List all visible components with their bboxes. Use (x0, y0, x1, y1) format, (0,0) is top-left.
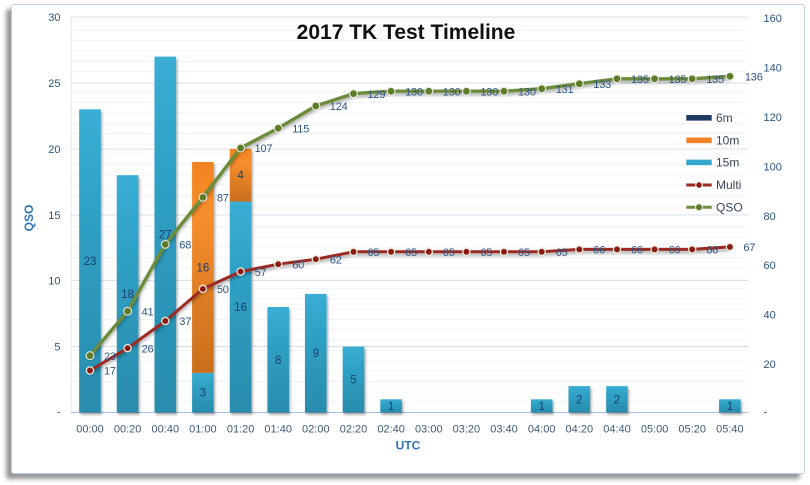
svg-text:65: 65 (368, 247, 380, 259)
svg-text:4: 4 (237, 170, 244, 182)
svg-text:10m: 10m (716, 134, 739, 148)
svg-text:05:20: 05:20 (678, 424, 706, 436)
svg-text:20: 20 (764, 359, 776, 371)
svg-text:60: 60 (292, 259, 304, 271)
svg-text:65: 65 (556, 247, 568, 259)
svg-text:65: 65 (480, 247, 492, 259)
svg-text:57: 57 (255, 267, 267, 279)
svg-text:115: 115 (292, 123, 309, 135)
svg-text:130: 130 (518, 86, 536, 98)
svg-text:65: 65 (443, 247, 455, 259)
svg-text:5: 5 (54, 342, 60, 354)
svg-text:UTC: UTC (396, 439, 421, 453)
svg-text:3: 3 (200, 388, 206, 400)
svg-text:66: 66 (593, 245, 605, 257)
svg-text:135: 135 (706, 74, 724, 86)
svg-text:23: 23 (84, 256, 97, 268)
svg-text:03:40: 03:40 (490, 424, 518, 436)
svg-text:9: 9 (313, 348, 319, 360)
svg-text:2017 TK Test Timeline: 2017 TK Test Timeline (297, 21, 516, 44)
svg-text:62: 62 (330, 254, 342, 266)
svg-text:1: 1 (388, 401, 394, 413)
svg-text:140: 140 (764, 62, 782, 74)
svg-text:01:00: 01:00 (189, 424, 217, 436)
svg-text:16: 16 (197, 263, 210, 275)
svg-text:160: 160 (764, 13, 782, 25)
svg-text:133: 133 (593, 79, 611, 91)
svg-text:8: 8 (275, 355, 281, 367)
svg-text:04:40: 04:40 (603, 424, 631, 436)
svg-text:67: 67 (743, 242, 755, 254)
svg-text:120: 120 (764, 112, 782, 124)
svg-text:5: 5 (350, 375, 356, 387)
svg-text:41: 41 (142, 306, 154, 318)
svg-text:65: 65 (518, 247, 530, 259)
svg-text:26: 26 (142, 343, 154, 355)
svg-text:65: 65 (405, 247, 417, 259)
svg-text:130: 130 (405, 86, 423, 98)
svg-text:02:00: 02:00 (302, 424, 330, 436)
svg-text:131: 131 (556, 84, 574, 96)
svg-text:17: 17 (104, 366, 116, 378)
svg-text:40: 40 (764, 310, 776, 322)
svg-text:05:40: 05:40 (716, 424, 744, 436)
svg-text:68: 68 (179, 240, 191, 252)
svg-text:Multi: Multi (716, 178, 741, 192)
svg-text:-: - (57, 407, 61, 419)
svg-text:136: 136 (745, 72, 763, 84)
svg-text:03:20: 03:20 (453, 424, 481, 436)
svg-text:01:40: 01:40 (264, 424, 292, 436)
svg-text:124: 124 (330, 101, 348, 113)
svg-text:02:40: 02:40 (377, 424, 405, 436)
svg-text:10: 10 (48, 276, 60, 288)
svg-text:03:00: 03:00 (415, 424, 443, 436)
svg-text:18: 18 (121, 289, 134, 301)
svg-text:QSO: QSO (22, 205, 36, 232)
svg-text:02:20: 02:20 (340, 424, 368, 436)
svg-text:30: 30 (48, 12, 60, 24)
svg-text:01:20: 01:20 (227, 424, 255, 436)
svg-text:87: 87 (217, 193, 229, 205)
svg-text:80: 80 (764, 211, 776, 223)
svg-text:00:20: 00:20 (114, 424, 142, 436)
svg-text:135: 135 (669, 74, 687, 86)
svg-text:QSO: QSO (716, 201, 743, 215)
svg-text:130: 130 (480, 86, 498, 98)
svg-text:66: 66 (669, 245, 681, 257)
svg-text:66: 66 (706, 245, 718, 257)
svg-text:27: 27 (159, 230, 172, 242)
svg-text:16: 16 (234, 302, 247, 314)
svg-text:15m: 15m (716, 156, 739, 170)
svg-text:66: 66 (631, 245, 643, 257)
svg-text:00:40: 00:40 (152, 424, 180, 436)
svg-text:60: 60 (764, 260, 776, 272)
svg-text:135: 135 (631, 74, 649, 86)
svg-text:130: 130 (443, 86, 461, 98)
svg-text:04:20: 04:20 (566, 424, 594, 436)
svg-text:107: 107 (255, 143, 273, 155)
svg-text:37: 37 (179, 316, 191, 328)
svg-text:1: 1 (538, 401, 544, 413)
svg-text:6m: 6m (716, 111, 733, 125)
svg-text:2: 2 (576, 394, 582, 406)
svg-text:23: 23 (104, 351, 116, 363)
svg-text:15: 15 (48, 210, 60, 222)
svg-text:25: 25 (48, 78, 60, 90)
svg-text:20: 20 (48, 144, 60, 156)
svg-text:05:00: 05:00 (641, 424, 669, 436)
svg-text:00:00: 00:00 (76, 424, 104, 436)
svg-text:100: 100 (764, 161, 782, 173)
svg-text:2: 2 (614, 394, 620, 406)
svg-text:50: 50 (217, 284, 229, 296)
svg-text:1: 1 (727, 401, 733, 413)
svg-text:129: 129 (368, 89, 386, 101)
svg-text:04:00: 04:00 (528, 424, 556, 436)
svg-text:-: - (764, 407, 768, 419)
